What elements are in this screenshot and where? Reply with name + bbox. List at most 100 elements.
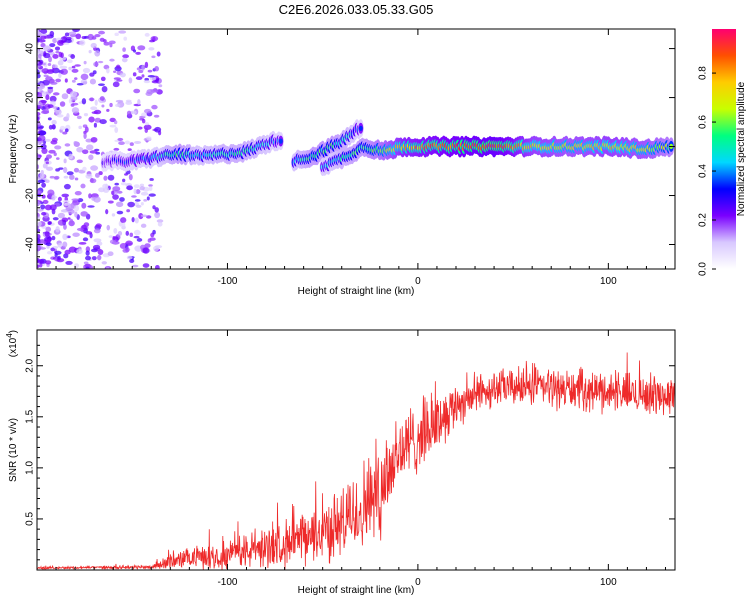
noise-blob	[70, 54, 76, 59]
noise-blob	[144, 128, 148, 134]
noise-blob	[135, 189, 141, 195]
noise-blob	[52, 217, 59, 221]
noise-blob	[83, 60, 87, 65]
noise-blob	[59, 56, 67, 61]
noise-blob	[81, 202, 87, 209]
noise-blob	[108, 235, 113, 238]
noise-blob	[134, 140, 142, 144]
noise-blob	[135, 51, 141, 55]
noise-blob	[59, 65, 68, 70]
noise-blob	[57, 196, 62, 202]
noise-blob	[38, 135, 46, 142]
noise-blob	[149, 177, 154, 181]
noise-blob	[111, 190, 115, 196]
noise-blob	[47, 104, 54, 109]
noise-blob	[154, 126, 162, 133]
noise-blob	[37, 190, 43, 195]
noise-blob	[103, 39, 107, 43]
noise-blob	[133, 229, 141, 236]
noise-blob	[91, 256, 97, 261]
noise-blob	[148, 184, 153, 187]
noise-blob	[47, 69, 55, 72]
noise-blob	[63, 158, 67, 164]
noise-blob	[65, 260, 73, 265]
noise-blob	[74, 211, 78, 218]
snr-x-ticks: -100 0 100	[55, 330, 666, 588]
noise-blob	[63, 223, 67, 230]
snr-x-label: Height of straight line (km)	[298, 585, 415, 596]
noise-blob	[51, 119, 57, 125]
noise-blob	[74, 77, 78, 81]
noise-blob	[72, 232, 80, 237]
noise-blob	[113, 120, 118, 125]
noise-blob	[83, 261, 89, 265]
noise-blob	[94, 34, 101, 38]
noise-blob	[37, 264, 40, 268]
noise-blob	[98, 30, 105, 35]
colorbar-ticks: 0.0 0.2 0.4 0.6 0.8	[698, 66, 716, 276]
snr-y-label: SNR (10 * v/v)	[8, 418, 19, 482]
noise-blob	[88, 116, 95, 123]
noise-blob	[138, 69, 144, 74]
noise-blob	[73, 141, 78, 145]
noise-blob	[57, 60, 64, 66]
noise-blob	[156, 219, 164, 223]
noise-blob	[37, 164, 40, 170]
noise-blob	[42, 45, 51, 52]
noise-blob	[148, 186, 153, 192]
noise-blob	[51, 197, 56, 201]
noise-blob	[154, 264, 160, 269]
noise-blob	[88, 265, 94, 269]
noise-blob	[59, 101, 66, 107]
noise-blob	[133, 88, 141, 94]
noise-blob	[89, 178, 97, 184]
noise-blob	[115, 99, 124, 103]
noise-blob	[148, 39, 155, 43]
noise-blob	[88, 49, 92, 54]
noise-blob	[109, 102, 113, 108]
noise-blob	[108, 40, 116, 45]
x-tick-label: -100	[217, 276, 237, 287]
noise-blob	[49, 30, 55, 37]
y-tick-label: 1.0	[25, 460, 36, 474]
noise-blob	[128, 173, 133, 181]
noise-blob	[139, 183, 145, 187]
noise-blob	[139, 185, 145, 191]
noise-blob	[107, 174, 115, 181]
noise-blob	[119, 197, 125, 202]
noise-blob	[94, 50, 101, 57]
noise-blob	[93, 61, 99, 67]
noise-blob	[133, 188, 137, 195]
noise-blob	[56, 114, 64, 118]
noise-blob	[63, 183, 71, 190]
noise-blob	[55, 168, 60, 172]
noise-blob	[140, 201, 144, 206]
noise-blob	[68, 153, 74, 160]
noise-blob	[113, 77, 121, 80]
noise-blob	[120, 217, 127, 223]
noise-blob	[71, 65, 76, 69]
noise-blob	[41, 110, 50, 115]
noise-blob	[62, 241, 68, 248]
noise-blob	[144, 243, 151, 248]
noise-blob	[74, 64, 81, 67]
noise-blob	[64, 143, 71, 147]
noise-blob	[142, 263, 150, 268]
noise-blob	[55, 109, 62, 115]
noise-blob	[46, 250, 53, 255]
noise-blob	[38, 130, 47, 136]
ridge-core	[278, 138, 283, 144]
noise-blob	[124, 140, 130, 145]
noise-blob	[46, 166, 54, 171]
noise-blob	[64, 78, 68, 83]
noise-blob	[71, 107, 80, 114]
noise-blob	[103, 41, 110, 46]
noise-blob	[129, 259, 135, 263]
spectrogram-frame	[36, 28, 676, 270]
noise-blob	[37, 245, 42, 252]
noise-blob	[37, 179, 45, 184]
noise-blob	[69, 218, 74, 224]
noise-blob	[148, 47, 155, 51]
noise-blob	[60, 68, 68, 75]
